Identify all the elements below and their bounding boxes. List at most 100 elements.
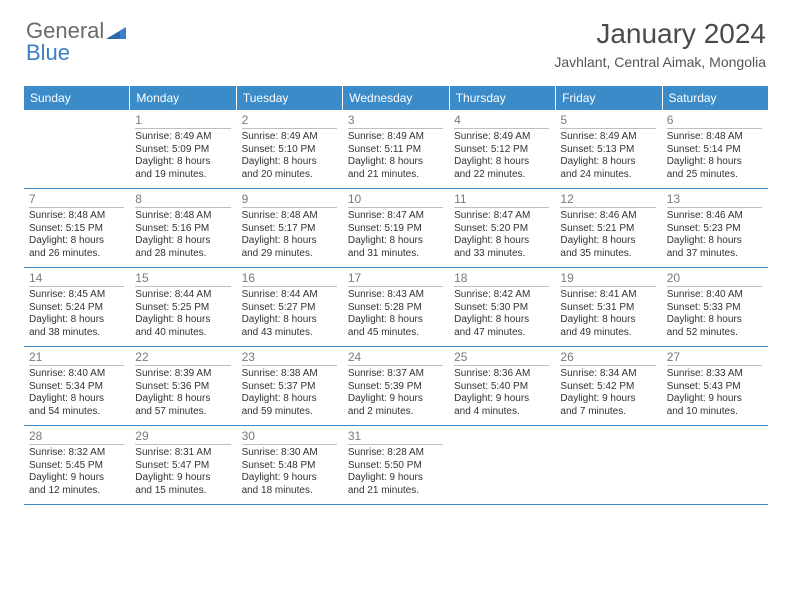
day-info: Sunrise: 8:28 AMSunset: 5:50 PMDaylight:… — [348, 447, 443, 497]
day-info: Sunrise: 8:44 AMSunset: 5:27 PMDaylight:… — [242, 289, 337, 339]
day-number: 25 — [454, 350, 549, 366]
calendar-cell: 26 Sunrise: 8:34 AMSunset: 5:42 PMDayligh… — [555, 347, 661, 425]
day-number: 2 — [242, 113, 337, 129]
day-number: 12 — [560, 192, 655, 208]
calendar-cell: 19 Sunrise: 8:41 AMSunset: 5:31 PMDayligh… — [555, 268, 661, 346]
day-info: Sunrise: 8:48 AMSunset: 5:17 PMDaylight:… — [242, 210, 337, 260]
day-info: Sunrise: 8:43 AMSunset: 5:28 PMDaylight:… — [348, 289, 443, 339]
day-number: 16 — [242, 271, 337, 287]
day-info: Sunrise: 8:39 AMSunset: 5:36 PMDaylight:… — [135, 368, 230, 418]
calendar-cell: 20 Sunrise: 8:40 AMSunset: 5:33 PMDayligh… — [662, 268, 768, 346]
calendar-cell: 21 Sunrise: 8:40 AMSunset: 5:34 PMDayligh… — [24, 347, 130, 425]
day-info: Sunrise: 8:49 AMSunset: 5:13 PMDaylight:… — [560, 131, 655, 181]
week-row: 7Sunrise: 8:48 AMSunset: 5:15 PMDaylight… — [24, 189, 768, 268]
day-header-row: SundayMondayTuesdayWednesdayThursdayFrid… — [24, 86, 768, 110]
day-number: 21 — [29, 350, 124, 366]
week-row: 14 Sunrise: 8:45 AMSunset: 5:24 PMDayligh… — [24, 268, 768, 347]
day-info: Sunrise: 8:46 AMSunset: 5:21 PMDaylight:… — [560, 210, 655, 260]
day-header: Sunday — [24, 86, 130, 110]
header: General January 2024 Javhlant, Central A… — [0, 0, 792, 76]
day-header: Friday — [556, 86, 662, 110]
calendar-cell: 16 Sunrise: 8:44 AMSunset: 5:27 PMDayligh… — [237, 268, 343, 346]
day-header: Tuesday — [237, 86, 343, 110]
day-info: Sunrise: 8:41 AMSunset: 5:31 PMDaylight:… — [560, 289, 655, 339]
day-info: Sunrise: 8:49 AMSunset: 5:12 PMDaylight:… — [454, 131, 549, 181]
calendar-cell: 29 Sunrise: 8:31 AMSunset: 5:47 PMDayligh… — [130, 426, 236, 504]
day-info: Sunrise: 8:40 AMSunset: 5:33 PMDaylight:… — [667, 289, 762, 339]
day-number: 28 — [29, 429, 124, 445]
day-number: 14 — [29, 271, 124, 287]
week-row: 1 Sunrise: 8:49 AMSunset: 5:09 PMDaylight… — [24, 110, 768, 189]
calendar-cell: 23 Sunrise: 8:38 AMSunset: 5:37 PMDayligh… — [237, 347, 343, 425]
day-number: 17 — [348, 271, 443, 287]
calendar-cell: 15Sunrise: 8:44 AMSunset: 5:25 PMDayligh… — [130, 268, 236, 346]
day-number: 23 — [242, 350, 337, 366]
day-number: 22 — [135, 350, 230, 366]
calendar-cell: 5 Sunrise: 8:49 AMSunset: 5:13 PMDaylight… — [555, 110, 661, 188]
calendar-cell: 6 Sunrise: 8:48 AMSunset: 5:14 PMDaylight… — [662, 110, 768, 188]
day-number: 9 — [242, 192, 337, 208]
day-header: Thursday — [450, 86, 556, 110]
calendar-cell: 24 Sunrise: 8:37 AMSunset: 5:39 PMDayligh… — [343, 347, 449, 425]
day-number: 31 — [348, 429, 443, 445]
day-number: 1 — [135, 113, 230, 129]
day-info: Sunrise: 8:48 AMSunset: 5:14 PMDaylight:… — [667, 131, 762, 181]
calendar-cell: 18 Sunrise: 8:42 AMSunset: 5:30 PMDayligh… — [449, 268, 555, 346]
calendar-cell — [662, 426, 768, 504]
logo-text-2: Blue — [26, 40, 70, 66]
day-info: Sunrise: 8:38 AMSunset: 5:37 PMDaylight:… — [242, 368, 337, 418]
day-number: 26 — [560, 350, 655, 366]
day-info: Sunrise: 8:47 AMSunset: 5:20 PMDaylight:… — [454, 210, 549, 260]
day-number: 13 — [667, 192, 762, 208]
calendar-cell: 3 Sunrise: 8:49 AMSunset: 5:11 PMDaylight… — [343, 110, 449, 188]
day-info: Sunrise: 8:34 AMSunset: 5:42 PMDaylight:… — [560, 368, 655, 418]
calendar-cell: 30Sunrise: 8:30 AMSunset: 5:48 PMDayligh… — [237, 426, 343, 504]
day-number: 6 — [667, 113, 762, 129]
day-number: 11 — [454, 192, 549, 208]
day-info: Sunrise: 8:49 AMSunset: 5:11 PMDaylight:… — [348, 131, 443, 181]
calendar-cell — [555, 426, 661, 504]
day-number: 18 — [454, 271, 549, 287]
calendar-cell: 27 Sunrise: 8:33 AMSunset: 5:43 PMDayligh… — [662, 347, 768, 425]
day-number: 15 — [135, 271, 230, 287]
day-header: Saturday — [663, 86, 768, 110]
day-info: Sunrise: 8:45 AMSunset: 5:24 PMDaylight:… — [29, 289, 124, 339]
day-info: Sunrise: 8:31 AMSunset: 5:47 PMDaylight:… — [135, 447, 230, 497]
day-header: Monday — [130, 86, 236, 110]
calendar-cell: 25Sunrise: 8:36 AMSunset: 5:40 PMDayligh… — [449, 347, 555, 425]
calendar-cell — [449, 426, 555, 504]
calendar-cell: 4 Sunrise: 8:49 AMSunset: 5:12 PMDaylight… — [449, 110, 555, 188]
month-title: January 2024 — [554, 18, 766, 50]
day-number: 24 — [348, 350, 443, 366]
day-number: 3 — [348, 113, 443, 129]
day-info: Sunrise: 8:33 AMSunset: 5:43 PMDaylight:… — [667, 368, 762, 418]
day-number: 29 — [135, 429, 230, 445]
day-number: 30 — [242, 429, 337, 445]
day-info: Sunrise: 8:32 AMSunset: 5:45 PMDaylight:… — [29, 447, 124, 497]
logo-triangle-icon — [106, 23, 126, 39]
day-number: 27 — [667, 350, 762, 366]
day-info: Sunrise: 8:40 AMSunset: 5:34 PMDaylight:… — [29, 368, 124, 418]
day-number: 5 — [560, 113, 655, 129]
title-block: January 2024 Javhlant, Central Aimak, Mo… — [554, 18, 766, 70]
day-info: Sunrise: 8:49 AMSunset: 5:09 PMDaylight:… — [135, 131, 230, 181]
day-number: 8 — [135, 192, 230, 208]
calendar-cell: 13 Sunrise: 8:46 AMSunset: 5:23 PMDayligh… — [662, 189, 768, 267]
week-row: 21 Sunrise: 8:40 AMSunset: 5:34 PMDayligh… — [24, 347, 768, 426]
day-number: 19 — [560, 271, 655, 287]
day-header: Wednesday — [343, 86, 449, 110]
day-info: Sunrise: 8:42 AMSunset: 5:30 PMDaylight:… — [454, 289, 549, 339]
calendar-cell: 31 Sunrise: 8:28 AMSunset: 5:50 PMDayligh… — [343, 426, 449, 504]
calendar-cell: 7Sunrise: 8:48 AMSunset: 5:15 PMDaylight… — [24, 189, 130, 267]
day-number: 4 — [454, 113, 549, 129]
day-number: 20 — [667, 271, 762, 287]
day-info: Sunrise: 8:37 AMSunset: 5:39 PMDaylight:… — [348, 368, 443, 418]
day-info: Sunrise: 8:47 AMSunset: 5:19 PMDaylight:… — [348, 210, 443, 260]
calendar-cell: 12 Sunrise: 8:46 AMSunset: 5:21 PMDayligh… — [555, 189, 661, 267]
calendar-cell: 1 Sunrise: 8:49 AMSunset: 5:09 PMDaylight… — [130, 110, 236, 188]
day-info: Sunrise: 8:48 AMSunset: 5:16 PMDaylight:… — [135, 210, 230, 260]
calendar-cell: 11 Sunrise: 8:47 AMSunset: 5:20 PMDayligh… — [449, 189, 555, 267]
location: Javhlant, Central Aimak, Mongolia — [554, 54, 766, 70]
day-number: 10 — [348, 192, 443, 208]
day-info: Sunrise: 8:46 AMSunset: 5:23 PMDaylight:… — [667, 210, 762, 260]
